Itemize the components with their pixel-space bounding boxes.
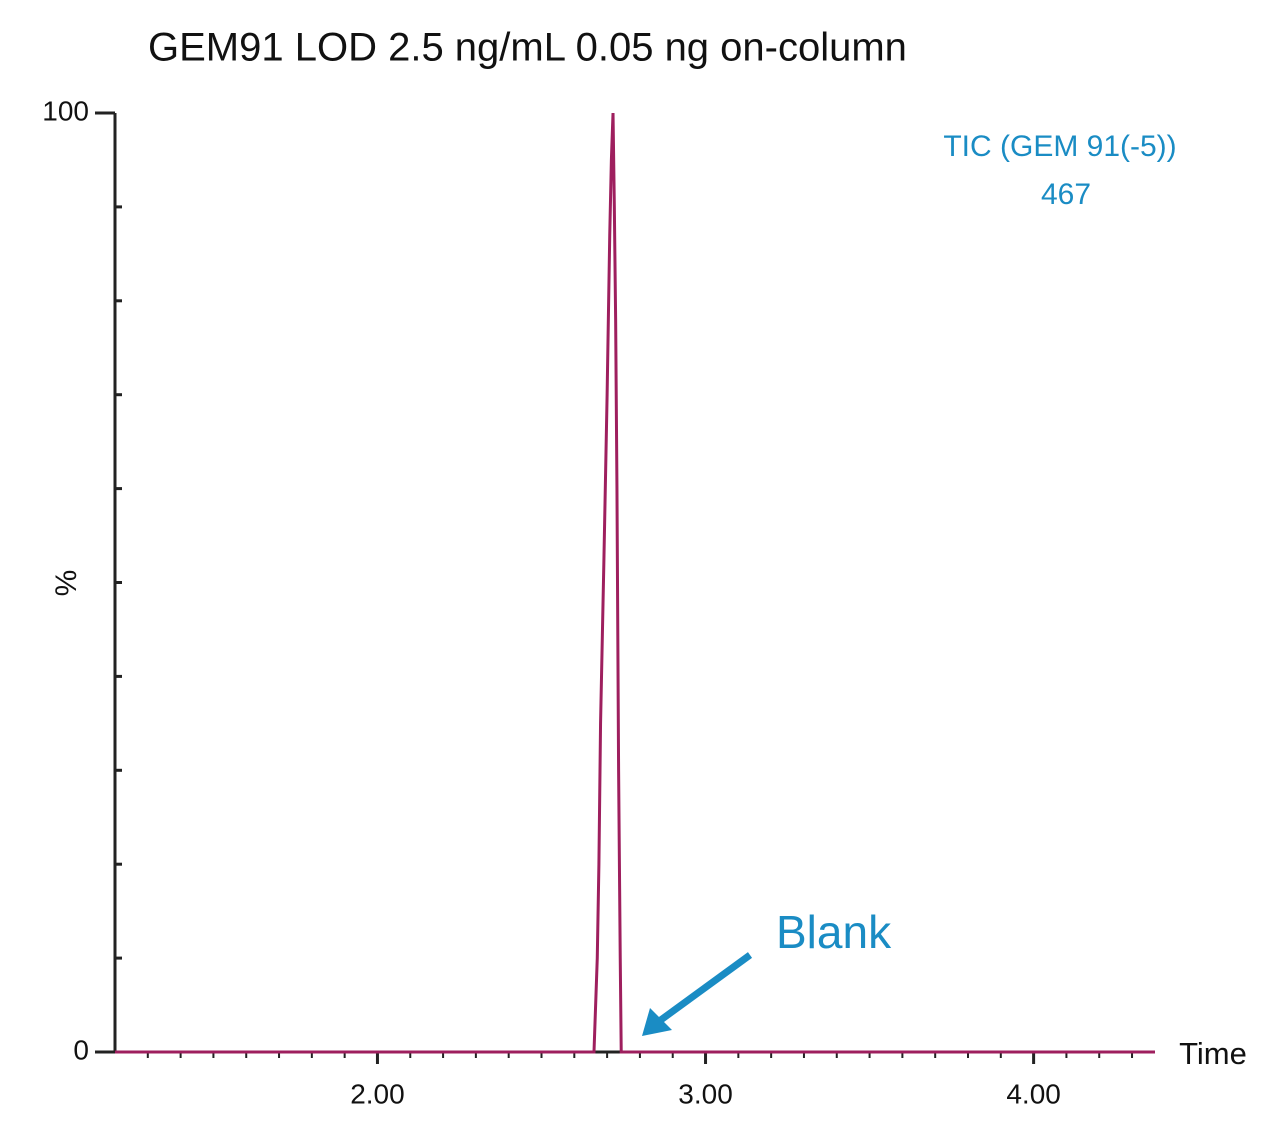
x-tick-label: 4.00 [1006, 1078, 1061, 1109]
chart-title: GEM91 LOD 2.5 ng/mL 0.05 ng on-column [148, 26, 907, 70]
x-tick-label: 2.00 [350, 1078, 405, 1109]
x-tick-label: 3.00 [678, 1078, 733, 1109]
arrow-head [642, 1008, 672, 1036]
annotation: 467 [1041, 178, 1091, 211]
annotation: TIC (GEM 91(-5)) [943, 130, 1176, 163]
annotation: Blank [776, 906, 892, 958]
y-axis-label: % [50, 570, 83, 597]
x-axis-label: Time [1179, 1036, 1247, 1071]
y-tick-label: 0 [73, 1034, 89, 1065]
y-tick-label: 100 [42, 95, 89, 126]
arrow [642, 952, 753, 1036]
arrow-shaft [655, 952, 753, 1025]
series-line [115, 112, 1155, 1054]
